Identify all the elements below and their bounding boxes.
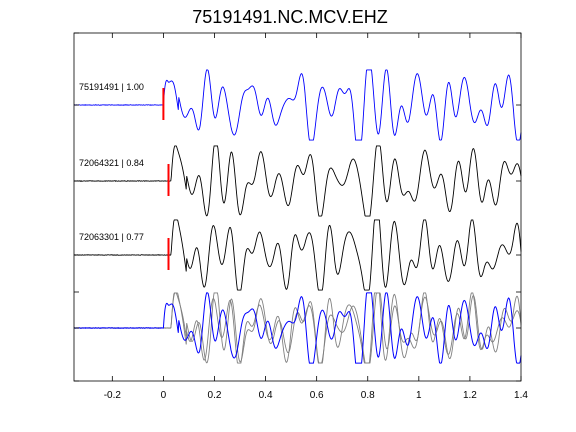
x-tick-label-4: 0.6: [310, 390, 324, 401]
stack-trace-75191491: [73, 292, 522, 364]
axes-box: [73, 32, 522, 382]
traces-layer: [73, 69, 522, 364]
trace-75191491: [73, 69, 522, 141]
trace-72063301: [74, 219, 522, 291]
chart-title: 75191491.NC.MCV.EHZ: [192, 7, 387, 27]
x-tick-label-1: 0: [161, 390, 167, 401]
trace-label-72063301: 72063301 | 0.77: [79, 232, 144, 242]
x-tick-label-3: 0.4: [259, 390, 273, 401]
trace-labels-layer: 75191491 | 1.00 72064321 | 0.84 72063301 |…: [79, 82, 144, 242]
trace-label-75191491: 75191491 | 1.00: [79, 82, 144, 92]
x-tick-label-0: -0.2: [104, 390, 122, 401]
x-tick-label-2: 0.2: [208, 390, 222, 401]
x-tick-label-8: 1.4: [514, 390, 528, 401]
trace-72064321: [73, 145, 522, 217]
trace-label-72064321: 72064321 | 0.84: [79, 158, 144, 168]
x-tick-label-5: 0.8: [361, 390, 375, 401]
x-tick-label-6: 1: [416, 390, 422, 401]
x-tick-label-7: 1.2: [463, 390, 477, 401]
x-axis-ticks: -0.2 0 0.2 0.4 0.6 0.8 1 1.2 1.4: [74, 32, 528, 401]
